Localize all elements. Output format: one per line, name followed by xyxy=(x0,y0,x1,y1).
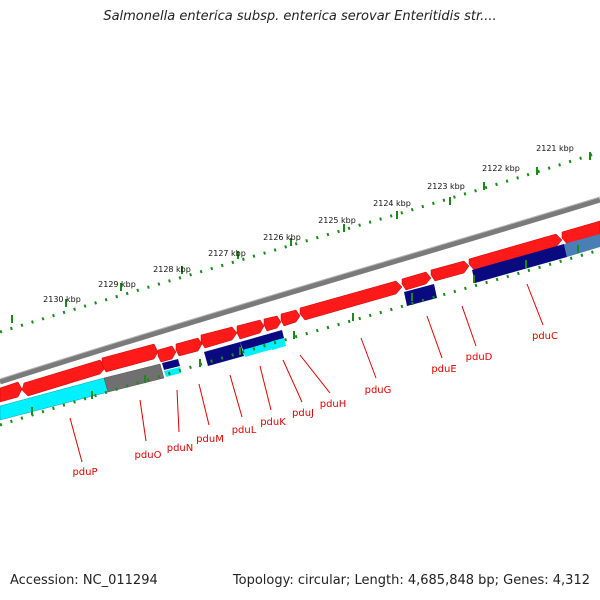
kbp-label: 2125 kbp xyxy=(318,216,356,225)
outer-ruler-ticks xyxy=(11,152,591,323)
kbp-label: 2123 kbp xyxy=(427,182,465,191)
reverse-gene[interactable] xyxy=(103,363,165,393)
gene-label-pduJ[interactable]: pduJ xyxy=(292,408,314,419)
map-title: Salmonella enterica subsp. enterica sero… xyxy=(103,9,497,24)
gene-label-pduL[interactable]: pduL xyxy=(232,425,257,436)
kbp-label: 2126 kbp xyxy=(263,233,301,242)
inner-ruler-dots xyxy=(0,248,600,427)
forward-gene[interactable] xyxy=(263,315,282,332)
kbp-label: 2124 kbp xyxy=(373,199,411,208)
gene-label-pduN[interactable]: pduN xyxy=(167,443,194,454)
forward-gene[interactable] xyxy=(236,319,265,340)
reverse-gene[interactable] xyxy=(240,334,271,350)
genome-backbone xyxy=(0,197,600,385)
reverse-gene[interactable] xyxy=(472,244,567,283)
gene-label-pduC[interactable]: pduC xyxy=(532,331,558,342)
inner-ruler-ticks xyxy=(31,245,579,415)
forward-gene[interactable] xyxy=(101,343,159,373)
forward-gene[interactable] xyxy=(200,326,238,349)
gene-label-pduO[interactable]: pduO xyxy=(135,450,162,461)
forward-gene[interactable] xyxy=(0,381,23,403)
forward-gene[interactable] xyxy=(21,359,107,397)
reverse-gene[interactable] xyxy=(162,359,180,370)
forward-gene[interactable] xyxy=(157,345,177,363)
outer-ruler-dots xyxy=(0,150,600,334)
accession-text: Accession: NC_011294 xyxy=(10,573,158,588)
kbp-label: 2127 kbp xyxy=(208,249,246,258)
forward-gene[interactable] xyxy=(299,280,403,321)
forward-gene-track xyxy=(0,220,600,403)
forward-gene[interactable] xyxy=(430,260,470,282)
reverse-gene[interactable] xyxy=(268,330,284,342)
gene-label-pduE[interactable]: pduE xyxy=(431,364,456,375)
gene-label-pduP[interactable]: pduP xyxy=(72,467,97,478)
reverse-gene[interactable] xyxy=(270,338,286,350)
forward-gene[interactable] xyxy=(175,337,203,357)
gene-label-pduG[interactable]: pduG xyxy=(365,385,392,396)
kbp-label: 2121 kbp xyxy=(536,144,574,153)
reverse-gene[interactable] xyxy=(204,342,244,366)
kbp-label: 2130 kbp xyxy=(43,295,81,304)
forward-gene[interactable] xyxy=(280,309,301,327)
gene-label-pduK[interactable]: pduK xyxy=(260,417,286,428)
kbp-label: 2128 kbp xyxy=(153,265,191,274)
reverse-gene[interactable] xyxy=(164,367,181,377)
gene-label-pduM[interactable]: pduM xyxy=(196,434,224,445)
forward-gene[interactable] xyxy=(401,271,432,291)
kbp-label: 2122 kbp xyxy=(482,164,520,173)
kbp-label: 2129 kbp xyxy=(98,280,136,289)
genome-stats-text: Topology: circular; Length: 4,685,848 bp… xyxy=(232,573,590,588)
gene-label-pduD[interactable]: pduD xyxy=(466,352,493,363)
kbp-label-group: 2121 kbp 2122 kbp 2123 kbp 2124 kbp 2125 kbp… xyxy=(43,144,574,304)
gene-label-pduH[interactable]: pduH xyxy=(320,399,347,410)
gene-label-group: pduC pduD pduE pduG pduH pduJ pduK pduL … xyxy=(69,283,558,478)
reverse-gene-track xyxy=(0,234,600,421)
reverse-gene[interactable] xyxy=(564,234,600,257)
